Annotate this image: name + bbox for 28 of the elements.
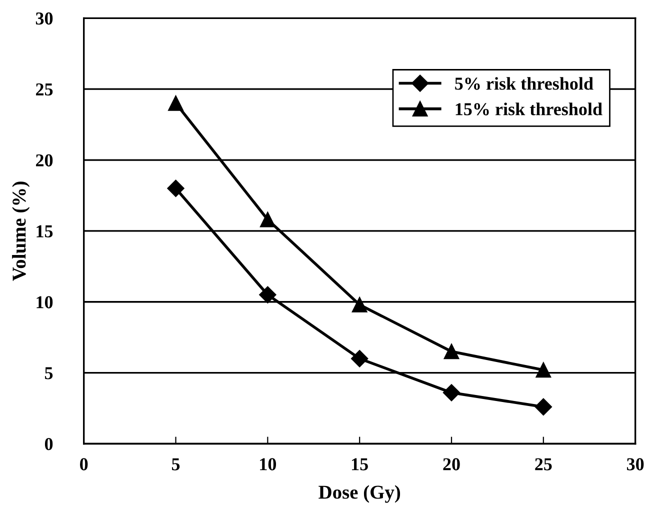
y-tick-label: 0 — [44, 438, 53, 450]
legend-label: 15% risk threshold — [456, 102, 602, 116]
point — [536, 362, 552, 378]
point — [534, 398, 552, 416]
legend-label: 5% risk threshold — [455, 77, 594, 90]
x-tick-label: 5 — [172, 458, 180, 470]
point — [259, 286, 276, 304]
x-tick-label: 20 — [443, 458, 460, 470]
point — [442, 384, 460, 402]
y-tick-label: 25 — [36, 83, 53, 96]
y-tick-label: 15 — [36, 225, 53, 238]
point — [167, 180, 184, 197]
x-tick-label: 0 — [80, 458, 88, 470]
point — [352, 297, 368, 312]
y-tick-label: 20 — [36, 154, 53, 166]
x-tick-label: 15 — [352, 458, 368, 470]
x-tick-label: 10 — [260, 458, 276, 470]
y-tick-label: 30 — [36, 12, 53, 25]
point — [260, 212, 276, 228]
y-tick-label: 10 — [36, 296, 53, 308]
point — [351, 350, 368, 368]
x-tick-label: 25 — [535, 458, 552, 470]
point — [444, 344, 460, 360]
y-axis-title: Volume (%) — [12, 182, 30, 281]
x-axis-title: Dose (Gy) — [318, 485, 400, 503]
y-tick-label: 5 — [44, 367, 53, 380]
point — [168, 96, 184, 111]
x-tick-label: 30 — [626, 458, 644, 470]
